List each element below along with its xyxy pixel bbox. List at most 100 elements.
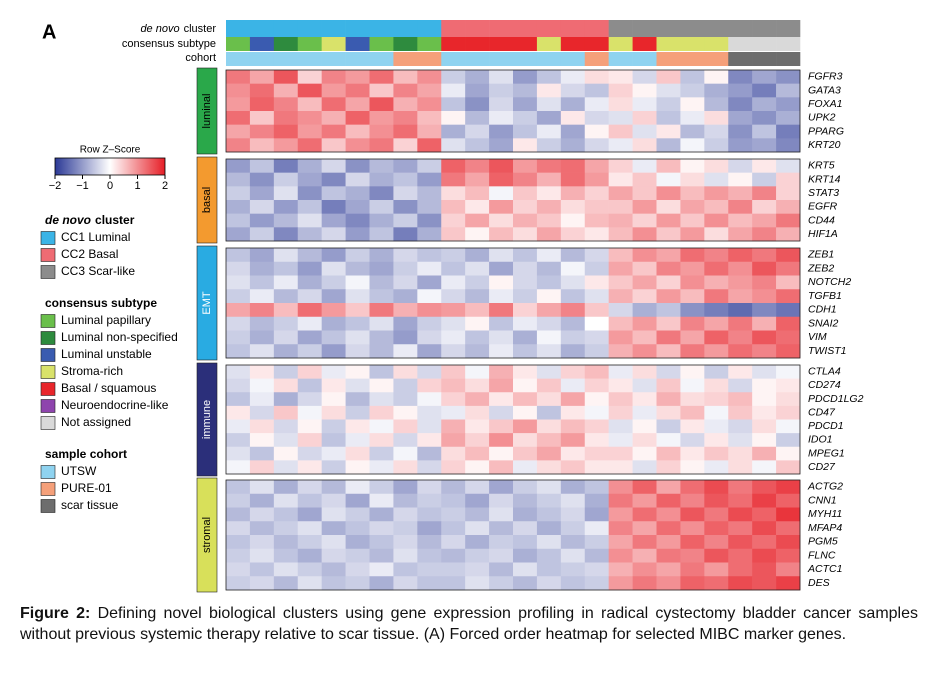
heatmap-cell xyxy=(441,562,466,577)
heatmap-cell xyxy=(441,433,466,448)
heatmap-cell xyxy=(776,446,801,461)
heatmap-cell xyxy=(321,97,346,112)
heatmap-cell xyxy=(752,83,777,98)
heatmap-cell xyxy=(321,138,346,153)
heatmap-cell xyxy=(704,303,729,318)
heatmap-cell xyxy=(297,344,322,359)
heatmap-cell xyxy=(608,480,633,495)
heatmap-cell xyxy=(465,124,490,139)
heatmap-cell xyxy=(752,213,777,228)
heatmap-cell xyxy=(441,261,466,276)
heatmap-cell xyxy=(465,111,490,125)
heatmap-cell xyxy=(704,83,729,98)
heatmap-cell xyxy=(489,275,514,290)
heatmap-cell xyxy=(226,344,251,359)
gene-label: CD274 xyxy=(808,379,841,391)
heatmap-cell xyxy=(297,138,322,153)
heatmap-cell xyxy=(656,365,681,379)
heatmap-cell xyxy=(680,460,705,475)
annotation-cell xyxy=(584,37,609,51)
heatmap-cell xyxy=(249,316,275,331)
heatmap-cell xyxy=(465,507,490,522)
legend-swatch xyxy=(40,265,56,279)
legend-label: Luminal papillary xyxy=(61,313,151,327)
annotation-cell xyxy=(513,37,538,51)
annotation-cell xyxy=(704,20,729,37)
heatmap-cell xyxy=(584,70,609,84)
heatmap-cell xyxy=(417,330,442,345)
heatmap-cell xyxy=(560,111,586,125)
heatmap-cell xyxy=(465,248,490,263)
heatmap-cell xyxy=(560,548,586,563)
heatmap-cell xyxy=(608,275,633,290)
heatmap-cell xyxy=(656,261,681,276)
heatmap-cell xyxy=(776,344,801,359)
heatmap-cell xyxy=(776,172,801,187)
heatmap-cell xyxy=(704,227,729,242)
gene-label: KRT20 xyxy=(808,139,841,151)
heatmap-cell xyxy=(776,330,801,345)
annotation-cell xyxy=(345,37,370,51)
heatmap-cell xyxy=(608,138,633,153)
heatmap-cell xyxy=(608,70,633,84)
annotation-cell xyxy=(489,37,514,51)
heatmap-cell xyxy=(226,446,251,461)
heatmap-cell xyxy=(249,344,275,359)
heatmap-cell xyxy=(465,493,490,508)
heatmap-cell xyxy=(776,70,801,84)
heatmap-cell xyxy=(536,138,562,153)
gene-label: ZEB2 xyxy=(807,262,834,274)
heatmap-cell xyxy=(560,535,586,550)
heatmap-cell xyxy=(752,289,777,304)
heatmap-cell xyxy=(345,446,370,461)
heatmap-cell xyxy=(584,446,609,461)
heatmap-cell xyxy=(608,392,633,407)
colorbar-title: Row Z–Score xyxy=(80,145,141,156)
heatmap-cell xyxy=(728,548,753,563)
heatmap-cell xyxy=(489,480,514,495)
heatmap-cell xyxy=(728,303,753,318)
heatmap-cell xyxy=(297,97,322,112)
heatmap-cell xyxy=(345,344,370,359)
annotation-cell xyxy=(321,37,346,51)
heatmap-cell xyxy=(536,275,562,290)
heatmap-cell xyxy=(584,378,609,393)
heatmap-cell xyxy=(321,392,346,407)
gene-label: PDCD1 xyxy=(808,420,844,432)
heatmap-cell xyxy=(776,200,801,214)
annotation-cell xyxy=(321,20,346,37)
annotation-cell xyxy=(776,37,801,51)
heatmap-cell xyxy=(584,213,609,228)
gene-label: FGFR3 xyxy=(808,71,843,83)
heatmap-cell xyxy=(536,172,562,187)
gene-label: EGFR xyxy=(808,201,838,213)
annotation-cell xyxy=(345,52,370,66)
heatmap-cell xyxy=(345,97,370,112)
heatmap-cell xyxy=(584,172,609,187)
legend-label: CC2 Basal xyxy=(61,247,118,261)
heatmap-cell xyxy=(656,213,681,228)
annotation-cell xyxy=(369,37,394,51)
annotation-cell xyxy=(513,52,538,66)
heatmap-cell xyxy=(369,535,394,550)
heatmap-cell xyxy=(560,365,586,379)
gene-label: PDCD1LG2 xyxy=(808,393,864,405)
annotation-cell xyxy=(369,20,394,37)
heatmap-cell xyxy=(226,248,251,263)
heatmap-cell xyxy=(273,521,299,536)
heatmap-cell xyxy=(369,330,394,345)
heatmap-cell xyxy=(489,330,514,345)
annotation-cell xyxy=(776,52,801,66)
heatmap-cell xyxy=(776,261,801,276)
heatmap-cell xyxy=(249,261,275,276)
heatmap-cell xyxy=(297,261,322,276)
heatmap-cell xyxy=(441,548,466,563)
heatmap-cell xyxy=(656,70,681,84)
heatmap-cell xyxy=(417,200,442,214)
heatmap-cell xyxy=(680,480,705,495)
heatmap-cell xyxy=(226,261,251,276)
heatmap-cell xyxy=(393,200,418,214)
heatmap-cell xyxy=(608,460,633,475)
heatmap-cell xyxy=(441,330,466,345)
heatmap-cell xyxy=(441,159,466,173)
